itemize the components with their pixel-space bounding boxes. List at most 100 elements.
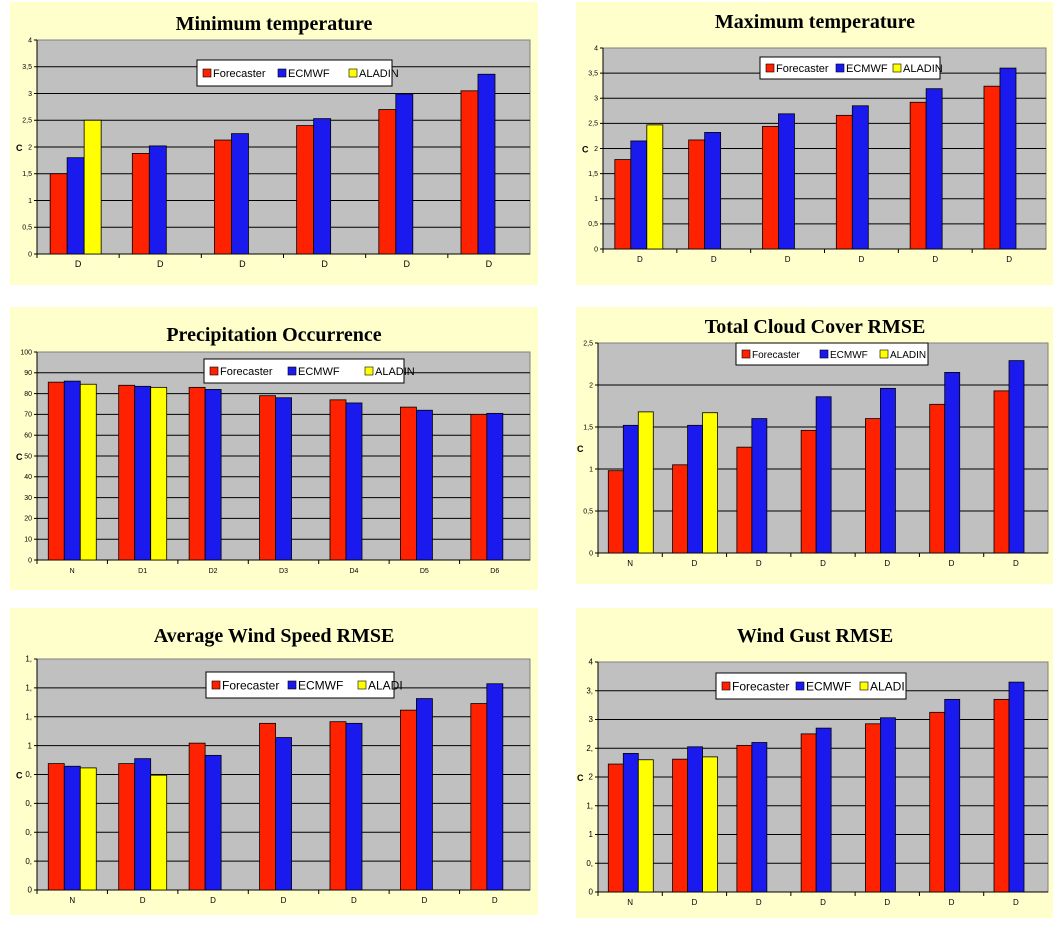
y-axis-label: C	[577, 773, 584, 783]
bar-aladin	[637, 411, 654, 554]
x-tick-label: N	[70, 568, 75, 575]
bar-ecmwf	[395, 93, 414, 255]
y-axis-label: C	[16, 143, 23, 153]
bar-ecmwf	[486, 412, 504, 561]
bar-forecaster	[296, 125, 315, 255]
y-tick-label: 70	[24, 412, 32, 419]
bar-forecaster	[614, 159, 632, 250]
chart-panel-wind-gust-rmse: Wind Gust RMSE 0 0, 1 1, 2 2, 3 3, 4 C N D D D D D D Forec…	[576, 608, 1053, 918]
y-axis-label: C	[16, 771, 23, 781]
bar-forecaster	[188, 742, 206, 891]
x-tick-label: D2	[209, 568, 218, 575]
legend-swatch-ecmwf	[795, 681, 805, 691]
legend-swatch-forecaster	[741, 349, 751, 359]
bar-forecaster	[460, 90, 479, 255]
x-tick-label: N	[627, 898, 633, 907]
legend-label: ECMWF	[830, 350, 868, 361]
bar-aladin	[150, 386, 168, 561]
y-tick-label: 80	[24, 391, 32, 398]
y-tick-label: 10	[24, 537, 32, 544]
legend-box	[205, 671, 395, 699]
x-tick-label: D	[932, 255, 938, 264]
chart-panel-maximum-temperature: Maximum temperature 0 0,5 1 1,5 2 2,5 3 3,5 4 C D D D…	[576, 2, 1053, 285]
y-tick-label: 3,	[586, 686, 593, 695]
legend-label: ALADIN	[903, 63, 943, 75]
legend-label: Forecaster	[752, 350, 800, 361]
y-tick-label: 0	[589, 888, 594, 897]
legend-swatch-ecmwf	[819, 349, 829, 359]
x-tick-label: D	[1006, 255, 1012, 264]
bar-ecmwf	[204, 389, 222, 561]
x-tick-label: D	[756, 898, 762, 907]
y-tick-label: 3	[594, 96, 598, 103]
bar-forecaster	[329, 399, 347, 561]
chart-svg: Wind Gust RMSE 0 0, 1 1, 2 2, 3 3, 4 C N D D D D D D Forec…	[576, 608, 1053, 918]
legend-box	[715, 672, 907, 700]
chart-panel-average-wind-speed-rmse: Average Wind Speed RMSE 0 0, 0, 0, 0, 1 1, 1, 1, C…	[10, 608, 538, 915]
x-tick-label: D	[321, 259, 328, 269]
y-tick-label: 60	[24, 433, 32, 440]
bar-aladin	[83, 119, 102, 255]
legend-label: Forecaster	[213, 68, 266, 80]
bar-forecaster	[470, 414, 488, 561]
bar-forecaster	[762, 125, 779, 250]
legend-label: Forecaster	[222, 679, 279, 693]
y-tick-label: 0,	[586, 859, 593, 868]
x-tick-label: D	[692, 898, 698, 907]
y-tick-label: 2	[589, 382, 593, 389]
y-tick-label: 1,	[25, 684, 32, 693]
bar-forecaster	[607, 470, 624, 554]
y-tick-label: 0	[594, 246, 598, 253]
legend-label: ALADI	[870, 680, 905, 694]
bar-forecaster	[865, 418, 881, 554]
legend-swatch-forecaster	[209, 366, 219, 376]
legend-label: ALADIN	[359, 68, 399, 80]
legend-box	[735, 342, 929, 366]
chart-title: Average Wind Speed RMSE	[154, 625, 395, 647]
bar-ecmwf	[815, 396, 832, 554]
bar-ecmwf	[925, 88, 943, 250]
legend: Forecaster ECMWF ALADIN	[196, 59, 399, 87]
x-tick-label: D	[492, 896, 498, 905]
legend-swatch-aladin	[364, 366, 374, 376]
y-tick-label: 100	[20, 349, 32, 356]
bar-forecaster	[259, 395, 276, 561]
legend: Forecaster ECMWF ALADIN	[203, 358, 415, 384]
x-tick-label: N	[627, 559, 633, 568]
y-axis-label: C	[16, 452, 23, 462]
y-tick-label: 20	[24, 516, 32, 523]
x-tick-label: D	[820, 559, 826, 568]
x-tick-label: D	[75, 259, 82, 269]
bar-forecaster	[400, 709, 417, 891]
legend-swatch-forecaster	[211, 680, 221, 690]
bar-aladi	[637, 759, 654, 893]
legend-swatch-aladin	[892, 63, 902, 73]
bar-ecmwf	[66, 157, 85, 255]
bar-ecmwf	[622, 424, 639, 554]
chart-svg: Average Wind Speed RMSE 0 0, 0, 0, 0, 1 1, 1, 1, C…	[10, 608, 538, 915]
x-tick-label: D	[637, 255, 643, 264]
bar-forecaster	[983, 85, 1001, 250]
y-tick-label: 2,5	[588, 121, 598, 128]
bar-ecmwf	[851, 105, 869, 250]
x-tick-label: D	[140, 896, 146, 905]
y-tick-label: 1,5	[588, 171, 598, 178]
x-tick-label: D4	[349, 568, 358, 575]
y-tick-label: 2,5	[583, 340, 593, 347]
x-tick-label: D	[949, 559, 955, 568]
bar-aladi	[79, 767, 97, 891]
x-tick-label: D5	[420, 568, 429, 575]
legend-swatch-ecmwf	[835, 63, 845, 73]
y-tick-label: 0,5	[22, 225, 32, 232]
legend-label: ECMWF	[298, 366, 340, 378]
y-tick-label: 1	[589, 466, 593, 473]
y-tick-label: 3	[28, 91, 32, 98]
bar-forecaster	[672, 464, 688, 554]
y-tick-label: 2,5	[22, 118, 32, 125]
chart-panel-minimum-temperature: Minimum temperature 0 0,5 1 1,5 2 2,5 3 3,5 4 C D D D…	[10, 2, 538, 285]
legend-box	[196, 59, 393, 87]
legend-swatch-aladin	[348, 68, 358, 78]
bar-ecmwf	[477, 73, 496, 255]
y-tick-label: 1	[594, 196, 598, 203]
bar-ecmwf	[751, 742, 768, 893]
